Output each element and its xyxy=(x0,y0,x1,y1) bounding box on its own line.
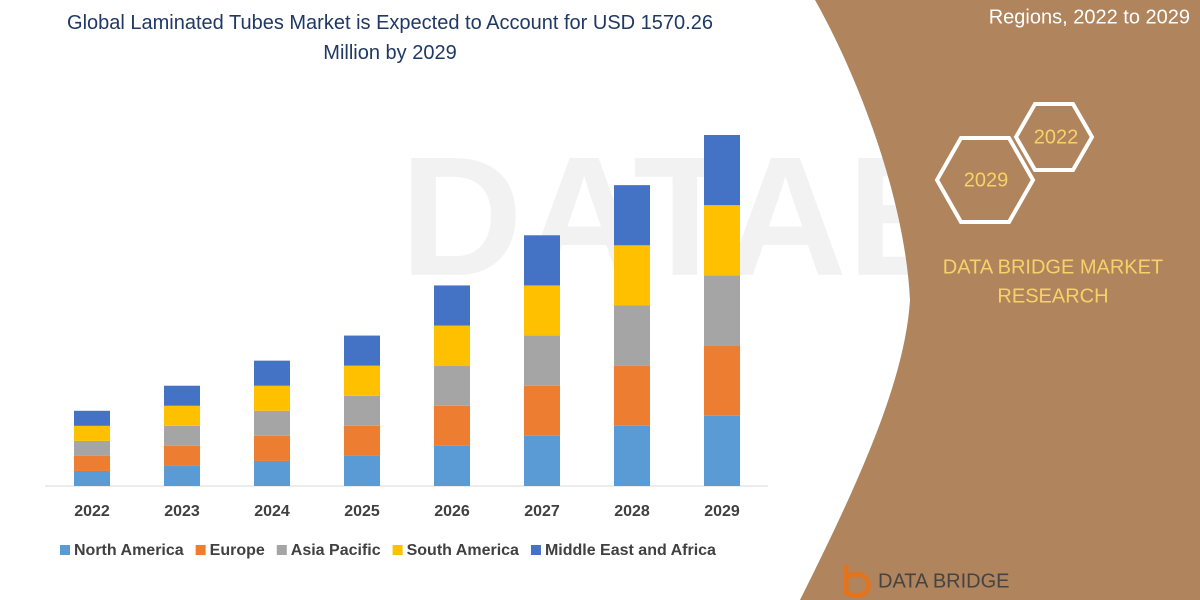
logo-text: DATA BRIDGE xyxy=(878,570,1010,592)
legend-swatch xyxy=(530,545,541,555)
bar-segment xyxy=(704,135,740,206)
legend-swatch xyxy=(276,545,287,555)
bar-segment xyxy=(524,285,560,336)
bar-segment xyxy=(164,385,200,406)
bar-segment xyxy=(254,410,290,436)
bar-segment xyxy=(524,235,560,286)
bar-segment xyxy=(254,435,290,461)
bar-segment xyxy=(614,365,650,426)
legend-label: Middle East and Africa xyxy=(545,542,716,559)
bar-segment xyxy=(164,445,200,466)
logo-icon xyxy=(843,565,871,598)
bar-segment xyxy=(164,405,200,426)
x-tick-label: 2028 xyxy=(614,503,650,520)
bar-segment xyxy=(74,440,110,456)
bar-segment xyxy=(434,325,470,366)
bar-segment xyxy=(74,455,110,471)
bar-segment xyxy=(434,285,470,326)
bar-segment xyxy=(254,360,290,386)
bar-segment xyxy=(614,425,650,486)
x-tick-label: 2025 xyxy=(344,503,380,520)
x-tick-label: 2023 xyxy=(164,503,200,520)
bar-segment xyxy=(614,185,650,246)
bar-segment xyxy=(344,365,380,396)
hexagon xyxy=(934,136,1036,224)
x-tick-label: 2026 xyxy=(434,503,470,520)
bar-segment xyxy=(704,345,740,416)
bar-segment xyxy=(74,425,110,441)
bar-segment xyxy=(74,470,110,486)
badge-label: 2029 xyxy=(964,169,1009,191)
bar-segment xyxy=(614,245,650,306)
hexagon xyxy=(1013,102,1095,172)
legend-swatch xyxy=(195,545,206,555)
subtitle: Regions, 2022 to 2029 xyxy=(989,6,1190,28)
bar-segment xyxy=(254,460,290,486)
legend-label: North America xyxy=(74,542,184,559)
legend-label: Europe xyxy=(210,542,265,559)
side-panel xyxy=(800,0,1200,600)
bar-segment xyxy=(344,455,380,486)
bar-segment xyxy=(344,395,380,426)
legend-label: Asia Pacific xyxy=(291,542,381,559)
legend-label: South America xyxy=(407,542,519,559)
x-tick-label: 2027 xyxy=(524,503,560,520)
legend-swatch xyxy=(60,545,70,555)
badge-label: 2022 xyxy=(1034,126,1079,148)
chart-title: Global Laminated Tubes Market is Expecte… xyxy=(67,12,713,64)
bar-segment xyxy=(524,335,560,386)
brand-text: RESEARCH xyxy=(997,285,1108,307)
bar-segment xyxy=(614,305,650,366)
x-tick-label: 2022 xyxy=(74,503,110,520)
bar-segment xyxy=(344,335,380,366)
x-tick-label: 2029 xyxy=(704,503,740,520)
bar-segment xyxy=(434,365,470,406)
bar-segment xyxy=(164,465,200,486)
bar-segment xyxy=(524,435,560,486)
legend-swatch xyxy=(392,545,403,555)
bar-segment xyxy=(254,385,290,411)
bar-segment xyxy=(434,405,470,446)
bar-segment xyxy=(344,425,380,456)
bar-segment xyxy=(164,425,200,446)
bar-segment xyxy=(434,445,470,486)
x-tick-label: 2024 xyxy=(254,503,290,520)
bar-segment xyxy=(74,410,110,426)
bar-segment xyxy=(704,415,740,486)
bar-segment xyxy=(524,385,560,436)
brand-text: DATA BRIDGE MARKET xyxy=(943,256,1163,278)
bar-segment xyxy=(704,205,740,276)
bar-segment xyxy=(704,275,740,346)
